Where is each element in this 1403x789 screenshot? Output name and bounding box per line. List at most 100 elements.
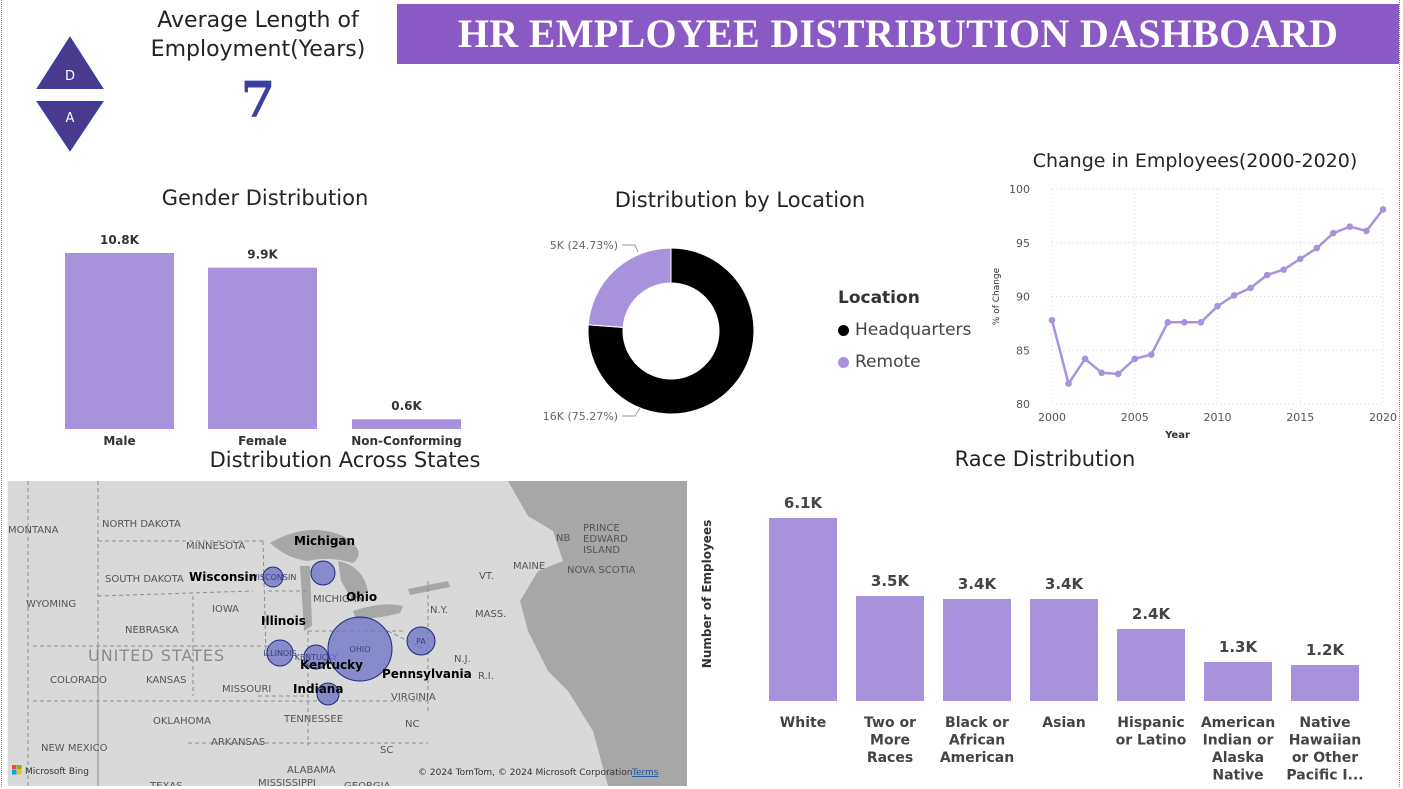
y-axis-label: % of Change — [992, 267, 1002, 325]
data-point[interactable] — [1280, 266, 1287, 273]
map-bubble-label: Kentucky — [300, 658, 363, 672]
data-point[interactable] — [1363, 227, 1370, 235]
data-point[interactable] — [1081, 355, 1089, 363]
employees-change-line-chart[interactable]: 80 85 90 95 100 2000 2005 2010 2015 2020 Year % of … — [985, 175, 1399, 445]
gender-category-label: Female — [238, 434, 287, 447]
data-point[interactable] — [1313, 244, 1321, 252]
x-tick-label: 2005 — [1121, 411, 1149, 424]
map-label-montana: MONTANA — [8, 525, 59, 536]
data-point[interactable] — [1065, 380, 1072, 387]
donut-slice-headquarters[interactable] — [587, 247, 755, 415]
map-label-texas: TEXAS — [149, 781, 182, 786]
race-bar[interactable] — [1204, 662, 1272, 701]
race-category-label: Races — [867, 750, 913, 766]
map-label-colorado: COLORADO — [50, 675, 107, 686]
data-point[interactable] — [1247, 284, 1254, 292]
data-point[interactable] — [1197, 319, 1205, 326]
race-category-label: Pacific I... — [1286, 768, 1363, 784]
race-bar[interactable] — [1030, 599, 1098, 701]
legend-item-remote[interactable]: Remote — [838, 346, 971, 378]
map-bubble-michigan[interactable] — [310, 560, 336, 586]
gender-bar[interactable] — [65, 253, 174, 429]
map-label-nova-scotia: NOVA SCOTIA — [567, 565, 636, 576]
gender-chart[interactable]: 10.8K Male 9.9K Female 0.6K Non-Conforming — [40, 225, 480, 447]
map-bubble-indiana[interactable] — [316, 682, 340, 706]
data-point[interactable] — [1263, 271, 1271, 279]
bubble-abbrev: KENTUCKY — [295, 653, 338, 662]
bubble-abbrev: PA — [416, 637, 426, 646]
data-point[interactable] — [1048, 316, 1056, 324]
legend-dot-icon — [838, 356, 849, 368]
terms-link[interactable]: Terms — [631, 768, 659, 778]
map-canvas[interactable]: MONTANA NORTH DAKOTA MINNESOTA SOUTH DAKOTA… — [8, 481, 687, 786]
donut-slice-remote[interactable] — [587, 247, 672, 328]
leader-line — [622, 407, 641, 417]
map-label-missouri: MISSOURI — [222, 684, 271, 695]
data-point[interactable] — [1181, 319, 1188, 326]
data-point[interactable] — [1230, 292, 1238, 299]
map-label-nebraska: NEBRASKA — [125, 625, 179, 636]
race-y-axis-label: Number of Employees — [700, 520, 714, 668]
race-bar[interactable] — [769, 518, 837, 701]
data-point[interactable] — [1148, 351, 1155, 358]
race-category-label: American — [940, 750, 1014, 766]
location-donut-chart[interactable]: 16K (75.27%) 5K (24.73%) — [530, 230, 770, 430]
legend-label: Remote — [855, 352, 921, 372]
data-point[interactable] — [1131, 355, 1139, 363]
kpi-title: Average Length of Employment(Years) — [150, 8, 366, 62]
data-point[interactable] — [1346, 223, 1354, 230]
map-bubble-kentucky[interactable] — [303, 644, 329, 670]
state-border — [262, 540, 267, 657]
legend-item-headquarters[interactable]: Headquarters — [838, 314, 971, 346]
data-point[interactable] — [1214, 302, 1221, 310]
race-bar[interactable] — [1117, 629, 1185, 701]
data-point[interactable] — [1114, 370, 1122, 378]
race-data-label: 1.3K — [1219, 638, 1259, 656]
data-point[interactable] — [1296, 255, 1304, 263]
map-label-new-mexico: NEW MEXICO — [41, 743, 108, 754]
lake-superior-shape — [270, 529, 359, 563]
states-map[interactable]: MONTANA NORTH DAKOTA MINNESOTA SOUTH DAKOTA… — [8, 481, 687, 786]
bubble-abbrev: WISCONSIN — [250, 573, 297, 582]
donut-label-headquarters: 16K (75.27%) — [543, 410, 618, 423]
map-label-virginia: VIRGINIA — [391, 692, 436, 703]
logo: D A — [36, 36, 104, 152]
map-bubble-ohio[interactable] — [327, 616, 393, 682]
map-label-maine: MAINE — [513, 561, 545, 572]
race-bar[interactable] — [856, 596, 924, 701]
location-chart-title: Distribution by Location — [614, 188, 866, 212]
race-bar-chart[interactable]: Number of Employees 6.1K White 3.5K Two or Mo… — [697, 484, 1397, 789]
race-category-label: Native — [1299, 715, 1350, 731]
logo-letter-top: D — [65, 69, 75, 84]
map-label-georgia: GEORGIA — [344, 781, 391, 786]
dashboard-title: HR EMPLOYEE DISTRIBUTION DASHBOARD — [457, 11, 1339, 56]
race-chart-title: Race Distribution — [954, 447, 1136, 471]
map-bubble-illinois[interactable] — [266, 639, 294, 667]
data-point[interactable] — [1379, 206, 1387, 213]
map-label-pei: EDWARD — [583, 534, 628, 545]
x-tick-label: 2010 — [1204, 411, 1232, 424]
race-category-label: White — [780, 715, 826, 731]
race-data-label: 2.4K — [1132, 605, 1172, 623]
lake-erie-shape — [353, 604, 403, 619]
y-tick-label: 80 — [1016, 398, 1030, 411]
bing-brand-text: Microsoft Bing — [25, 767, 89, 777]
map-bubble-wisconsin[interactable] — [262, 566, 284, 588]
race-bar[interactable] — [943, 599, 1011, 701]
legend-label: Headquarters — [855, 320, 972, 340]
data-point[interactable] — [1164, 319, 1172, 326]
gender-bar[interactable] — [208, 267, 317, 429]
data-point[interactable] — [1330, 229, 1337, 237]
gender-bar[interactable] — [352, 419, 461, 429]
map-label-mississippi: MISSISSIPPI — [258, 778, 316, 786]
race-category-label: American — [1201, 715, 1275, 731]
x-axis-label: Year — [1164, 430, 1190, 441]
map-bubble-pennsylvania[interactable] — [406, 626, 436, 656]
y-tick-label: 100 — [1009, 183, 1030, 196]
race-bar[interactable] — [1291, 665, 1359, 701]
map-label-nc: NC — [405, 719, 419, 730]
data-point[interactable] — [1098, 369, 1105, 377]
y-tick-label: 95 — [1016, 237, 1030, 250]
ocean-shape — [508, 481, 687, 786]
race-data-label: 3.5K — [871, 572, 911, 590]
